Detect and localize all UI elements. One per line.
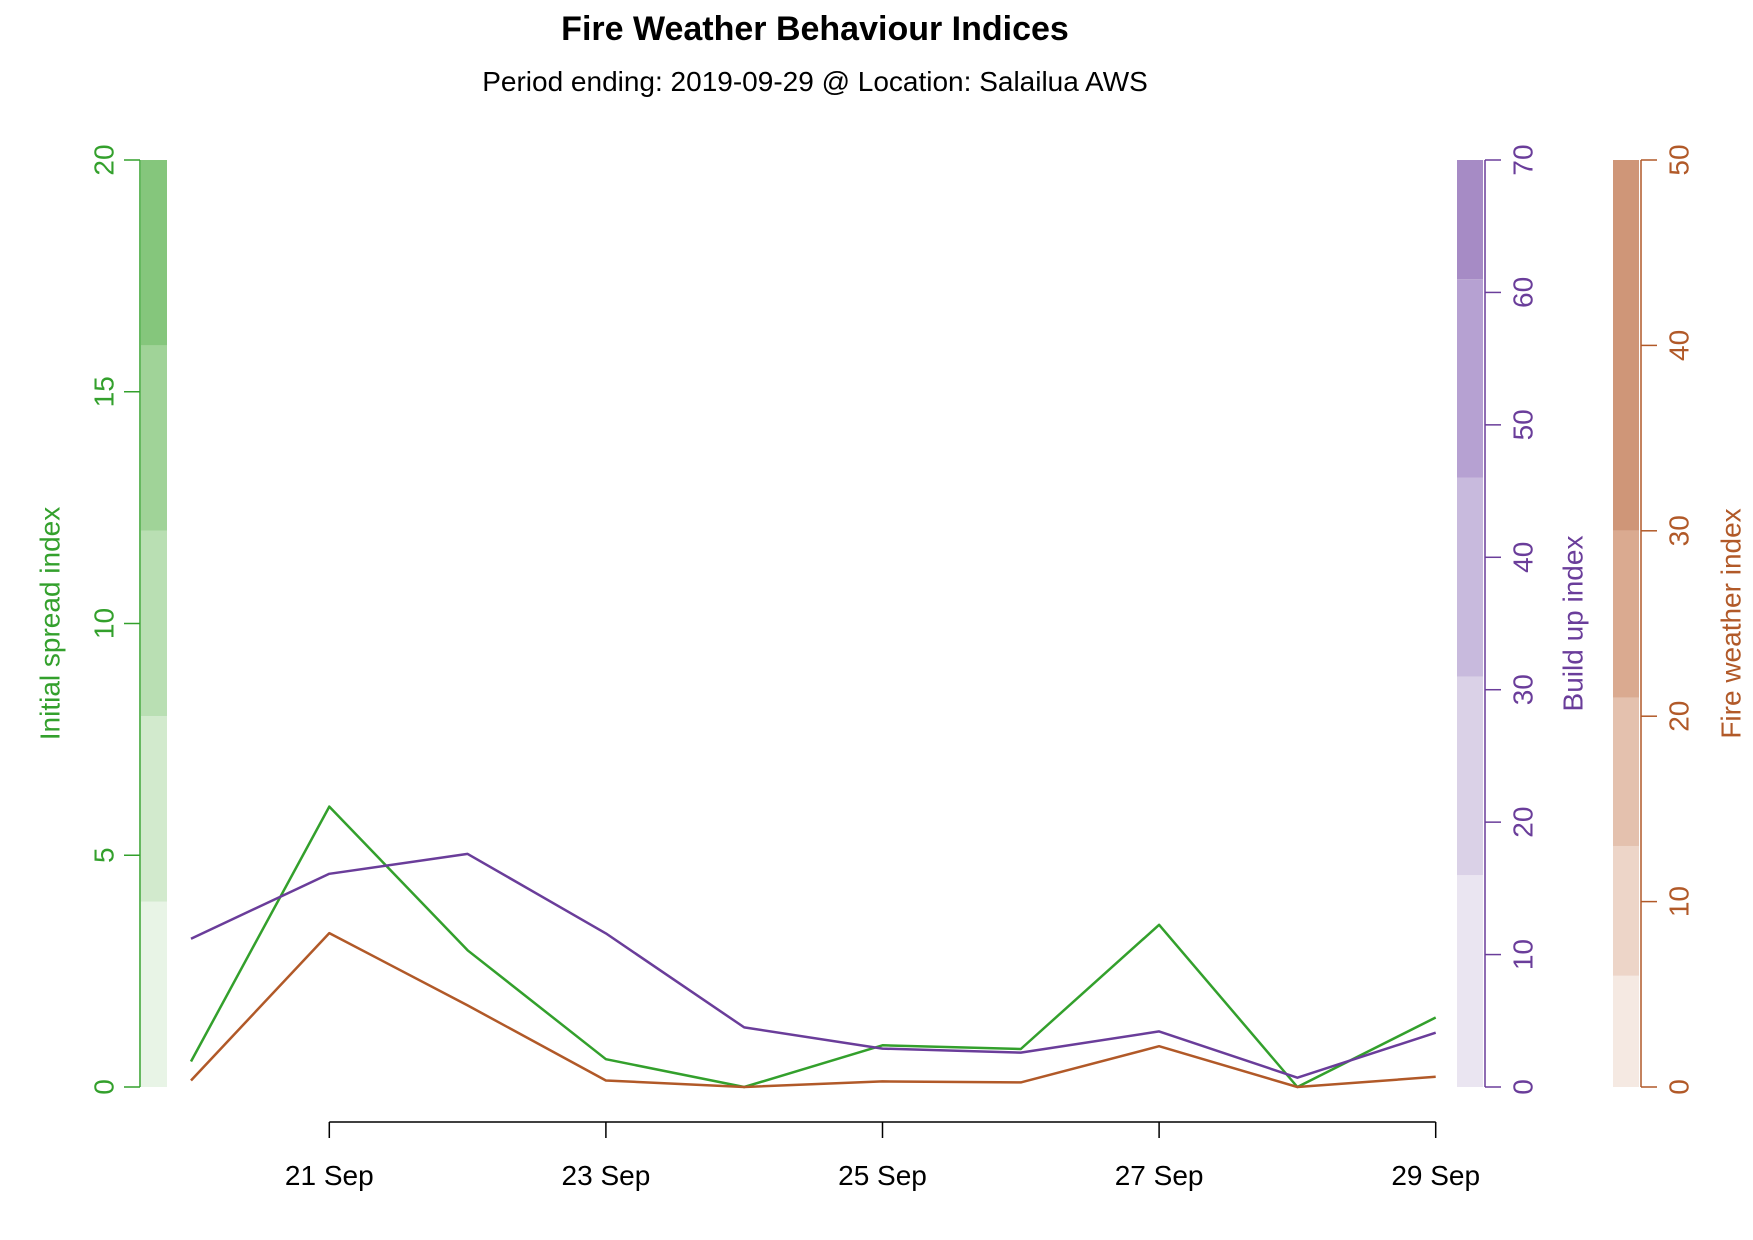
isi-tick-label: 0: [88, 1079, 119, 1095]
isi-tick-label: 15: [88, 376, 119, 407]
isi-band-4: [141, 160, 167, 346]
fwi-tick-label: 10: [1663, 886, 1694, 917]
fwi-tick-label: 50: [1663, 144, 1694, 175]
fwi-tick-label: 20: [1663, 701, 1694, 732]
isi-axis-title: Initial spread index: [34, 507, 65, 740]
bui-tick-label: 70: [1507, 144, 1538, 175]
chart-subtitle: Period ending: 2019-09-29 @ Location: Sa…: [482, 66, 1148, 97]
isi-band-2: [141, 530, 167, 717]
bui-band-2: [1457, 477, 1483, 677]
isi-tick-label: 10: [88, 608, 119, 639]
x-tick-label: 23 Sep: [562, 1160, 651, 1191]
bui-series-line: [190, 852, 1437, 1079]
fwi-band-4: [1613, 160, 1639, 531]
chart-title: Fire Weather Behaviour Indices: [561, 10, 1069, 48]
fwi-band-1: [1613, 845, 1639, 976]
bui-tick-label: 50: [1507, 409, 1538, 440]
bui-tick-label: 20: [1507, 807, 1538, 838]
fwi-band-3: [1613, 530, 1639, 698]
fwi-tick-label: 40: [1663, 330, 1694, 361]
isi-band-0: [141, 901, 167, 1087]
x-tick-label: 29 Sep: [1391, 1160, 1480, 1191]
bui-band-0: [1457, 875, 1483, 1087]
fwi-band-2: [1613, 697, 1639, 846]
isi-tick-label: 5: [88, 847, 119, 863]
x-tick-label: 27 Sep: [1115, 1160, 1204, 1191]
fwi-band-0: [1613, 975, 1639, 1087]
x-tick-label: 21 Sep: [285, 1160, 374, 1191]
fwi-series-line: [190, 931, 1436, 1089]
bui-band-1: [1457, 676, 1483, 876]
isi-band-1: [141, 716, 167, 902]
bui-tick-label: 60: [1507, 277, 1538, 308]
fwi-tick-label: 30: [1663, 515, 1694, 546]
fwi-axis-title: Fire weather index: [1715, 508, 1746, 738]
bui-axis-title: Build up index: [1557, 536, 1588, 712]
bui-tick-label: 10: [1507, 939, 1538, 970]
bui-tick-label: 40: [1507, 542, 1538, 573]
isi-tick-label: 20: [88, 144, 119, 175]
x-tick-label: 25 Sep: [838, 1160, 927, 1191]
isi-series-line: [189, 805, 1437, 1089]
bui-band-3: [1457, 279, 1483, 478]
isi-band-3: [141, 345, 167, 531]
bui-tick-label: 30: [1507, 674, 1538, 705]
bui-tick-label: 0: [1507, 1079, 1538, 1095]
bui-band-4: [1457, 160, 1483, 280]
fwi-tick-label: 0: [1663, 1079, 1694, 1095]
